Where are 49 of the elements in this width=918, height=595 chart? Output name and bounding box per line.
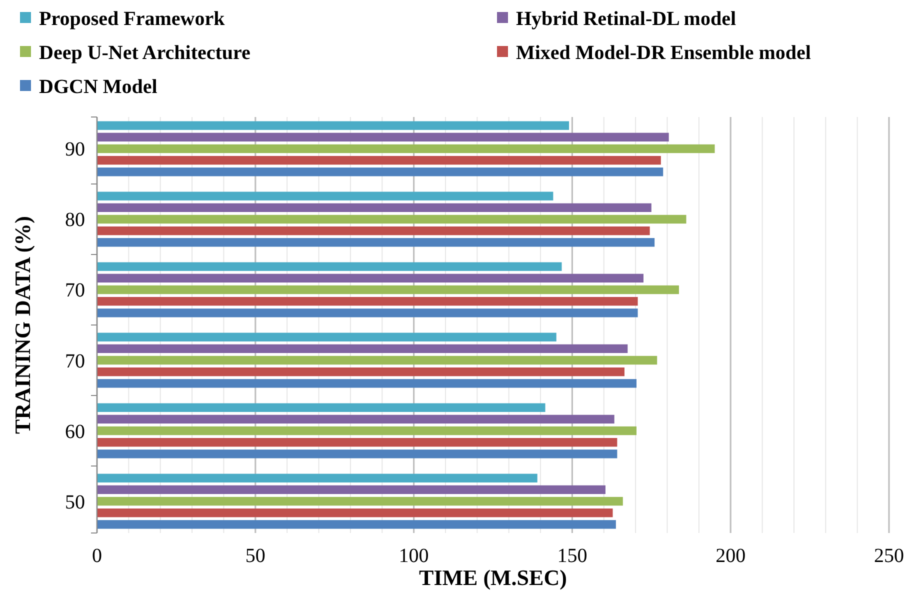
bar	[97, 367, 624, 376]
y-tick-label: 80	[65, 209, 85, 232]
legend-label: Proposed Framework	[39, 8, 226, 30]
y-tick-label: 90	[65, 138, 85, 161]
x-tick-label: 0	[92, 545, 102, 567]
y-axis-title: TRAINING DATA (%)	[10, 216, 35, 434]
bar	[97, 121, 570, 130]
bar	[97, 262, 562, 271]
bar	[97, 226, 650, 236]
x-tick-label: 150	[557, 545, 588, 567]
x-tick-label: 100	[398, 545, 429, 567]
bar	[97, 496, 623, 506]
bar	[97, 520, 616, 529]
bar	[97, 168, 664, 176]
bar	[97, 450, 618, 458]
bar	[97, 332, 556, 342]
bar	[97, 379, 637, 388]
bar	[97, 356, 658, 365]
bar	[97, 203, 652, 212]
bar	[97, 414, 614, 424]
x-tick-label: 250	[874, 545, 904, 567]
y-tick-label: 60	[65, 420, 85, 443]
bar	[97, 144, 715, 154]
bar	[97, 308, 638, 318]
bar	[97, 214, 686, 224]
bar	[97, 485, 606, 494]
y-tick-label: 50	[65, 491, 85, 514]
bar	[97, 285, 679, 294]
bar	[97, 296, 638, 306]
x-tick-label: 200	[716, 545, 746, 567]
bar	[97, 438, 618, 447]
bar	[97, 508, 613, 518]
y-tick-label: 70	[65, 350, 85, 372]
legend-label: Hybrid Retinal-DL model	[516, 8, 736, 30]
x-tick-label: 50	[245, 545, 266, 567]
bar	[97, 192, 554, 200]
bar	[97, 156, 661, 165]
x-axis-title: TIME (M.SEC)	[419, 565, 567, 590]
legend-label: DGCN Model	[39, 76, 158, 98]
bar	[97, 238, 655, 247]
bar	[97, 474, 538, 482]
bar	[97, 403, 546, 412]
bar	[97, 274, 644, 283]
bar	[97, 426, 637, 436]
legend-label: Deep U-Net Architecture	[39, 42, 251, 64]
y-tick-label: 70	[65, 280, 85, 302]
bar	[97, 132, 669, 142]
bar	[97, 344, 628, 354]
legend-label: Mixed Model-DR Ensemble model	[516, 42, 812, 64]
